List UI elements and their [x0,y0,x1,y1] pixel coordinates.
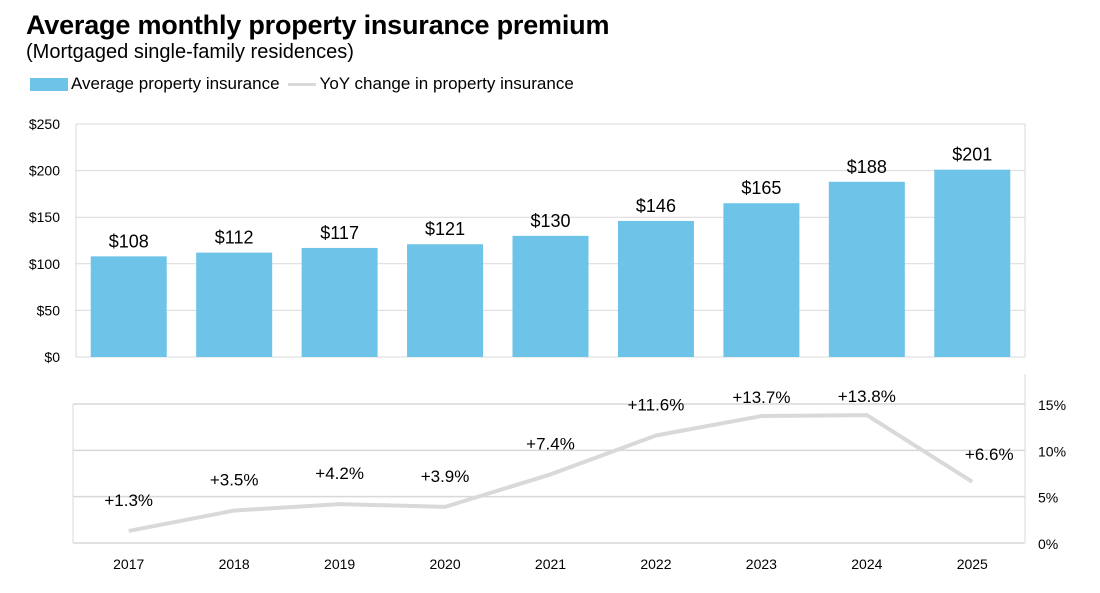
chart-title: Average monthly property insurance premi… [26,10,610,40]
bar-y-tick-label: $150 [29,209,60,225]
line-y-tick-label: 15% [1038,397,1066,413]
bar-y-tick-label: $200 [29,163,60,179]
line-data-label: +7.4% [526,434,575,453]
bar-2021 [512,235,589,357]
bar-data-label: $117 [320,223,359,243]
x-tick-label: 2024 [851,556,882,572]
bar-y-tick-label: $0 [44,349,60,365]
line-y-tick-label: 10% [1038,443,1066,459]
x-tick-label: 2021 [535,556,566,572]
bar-2019 [301,247,378,357]
line-data-label: +13.7% [732,388,790,407]
line-data-label: +3.9% [421,467,470,486]
bar-y-tick-label: $50 [37,302,61,318]
legend: Average property insurance YoY change in… [30,74,574,94]
line-data-label: +6.6% [965,445,1014,464]
bar-data-label: $165 [741,178,781,198]
line-data-label: +4.2% [315,464,364,483]
bar-2017 [90,256,167,357]
bar-2024 [828,181,905,357]
x-tick-label: 2025 [957,556,988,572]
bar-data-label: $201 [952,145,992,165]
legend-bar-swatch [30,77,68,91]
line-data-label: +11.6% [628,396,685,415]
chart-subtitle: (Mortgaged single-family residences) [26,41,354,63]
bar-2025 [934,169,1011,357]
x-tick-label: 2020 [429,556,460,572]
x-tick-label: 2022 [640,556,671,572]
bar-data-label: $112 [215,228,254,248]
bar-data-label: $130 [530,211,570,231]
legend-line-swatch [287,82,316,86]
bar-2022 [617,220,694,357]
x-tick-label: 2019 [324,556,355,572]
bar-data-label: $188 [847,157,887,177]
line-y-tick-label: 5% [1038,490,1058,506]
bar-y-tick-label: $100 [29,256,60,272]
bar-data-label: $108 [109,231,149,251]
x-tick-label: 2023 [746,556,777,572]
line-data-label: +3.5% [210,471,259,490]
x-tick-label: 2017 [113,556,144,572]
bar-data-label: $146 [636,196,676,216]
bar-2020 [407,244,484,357]
x-tick-label: 2018 [219,556,250,572]
legend-label-bar: Average property insurance [71,74,280,93]
bar-y-tick-label: $250 [29,116,60,132]
legend-label-line: YoY change in property insurance [319,74,574,93]
line-data-label: +13.8% [838,387,896,406]
bar-2023 [723,203,800,357]
bar-data-label: $121 [425,219,465,239]
line-y-tick-label: 0% [1038,536,1058,552]
line-data-label: +1.3% [104,491,153,510]
bar-2018 [196,252,273,357]
